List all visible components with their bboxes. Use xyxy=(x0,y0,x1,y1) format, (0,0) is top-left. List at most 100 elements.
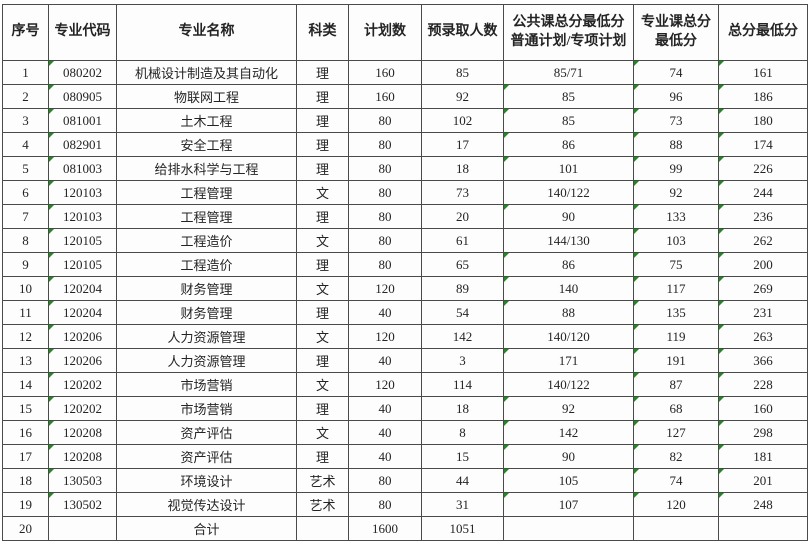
green-corner-marker-icon xyxy=(49,445,54,450)
cell-major-course-min: 88 xyxy=(633,132,719,157)
green-corner-marker-icon xyxy=(634,277,639,282)
cell-major-code: 120105 xyxy=(48,252,117,277)
cell-public-course-min: 171 xyxy=(503,348,634,373)
column-header-public-course-min-line: 普通计划/专项计划 xyxy=(510,33,627,49)
cell-major-name: 视觉传达设计 xyxy=(116,492,297,517)
cell-plan-count: 80 xyxy=(348,468,422,493)
cell-total-min: 262 xyxy=(718,228,808,253)
cell-total-min: 174 xyxy=(718,132,808,157)
cell-major-course-min: 119 xyxy=(633,324,719,349)
cell-index: 20 xyxy=(2,516,49,541)
cell-subject-category: 理 xyxy=(296,132,349,157)
cell-major-code: 080905 xyxy=(48,84,117,109)
cell-total-min: 226 xyxy=(718,156,808,181)
cell-plan-count: 40 xyxy=(348,420,422,445)
cell-major-course-min: 75 xyxy=(633,252,719,277)
cell-total-min: 269 xyxy=(718,276,808,301)
cell-plan-count: 80 xyxy=(348,132,422,157)
column-header-major-code-line: 专业代码 xyxy=(54,24,111,40)
green-corner-marker-icon xyxy=(504,85,509,90)
cell-subject-category: 理 xyxy=(296,300,349,325)
cell-pre-admit-count: 114 xyxy=(421,372,504,397)
cell-major-name: 市场营销 xyxy=(116,372,297,397)
table-row: 7 120103 工程管理理 80 20 90 133 236 xyxy=(2,204,808,229)
cell-major-code: 120206 xyxy=(48,324,117,349)
green-corner-marker-icon xyxy=(504,253,509,258)
cell-pre-admit-count: 15 xyxy=(421,444,504,469)
cell-total-min: 298 xyxy=(718,420,808,445)
cell-subject-category xyxy=(296,516,349,541)
column-header-total-min: 总分最低分 xyxy=(718,4,808,61)
table-row: 16 120208 资产评估文 40 8 142 127 298 xyxy=(2,420,808,445)
cell-subject-category: 理 xyxy=(296,204,349,229)
cell-index: 4 xyxy=(2,132,49,157)
cell-major-code: 120208 xyxy=(48,444,117,469)
cell-major-course-min: 74 xyxy=(633,60,719,85)
table-row: 9 120105 工程造价理 80 65 86 75 200 xyxy=(2,252,808,277)
cell-major-name: 机械设计制造及其自动化 xyxy=(116,60,297,85)
cell-total-min: 181 xyxy=(718,444,808,469)
cell-total-min: 161 xyxy=(718,60,808,85)
cell-index: 2 xyxy=(2,84,49,109)
cell-pre-admit-count: 85 xyxy=(421,60,504,85)
green-corner-marker-icon xyxy=(634,109,639,114)
cell-index: 3 xyxy=(2,108,49,133)
cell-major-code: 081001 xyxy=(48,108,117,133)
cell-major-name: 环境设计 xyxy=(116,468,297,493)
table-row: 5 081003 给排水科学与工程理 80 18 101 99 226 xyxy=(2,156,808,181)
column-header-subject-category: 科类 xyxy=(296,4,349,61)
table-row: 8 120105 工程造价文 80 61 144/130 103 262 xyxy=(2,228,808,253)
cell-major-code: 081003 xyxy=(48,156,117,181)
cell-major-code: 130502 xyxy=(48,492,117,517)
green-corner-marker-icon xyxy=(49,205,54,210)
green-corner-marker-icon xyxy=(634,397,639,402)
cell-major-course-min: 74 xyxy=(633,468,719,493)
cell-subject-category: 文 xyxy=(296,324,349,349)
cell-major-code: 120206 xyxy=(48,348,117,373)
cell-major-course-min xyxy=(633,516,719,541)
cell-public-course-min: 140/122 xyxy=(503,372,634,397)
cell-major-code xyxy=(48,516,117,541)
column-header-plan-count: 计划数 xyxy=(348,4,422,61)
cell-major-name: 工程造价 xyxy=(116,228,297,253)
green-corner-marker-icon xyxy=(49,301,54,306)
cell-public-course-min: 85/71 xyxy=(503,60,634,85)
cell-major-name: 市场营销 xyxy=(116,396,297,421)
cell-total-min: 231 xyxy=(718,300,808,325)
cell-index: 10 xyxy=(2,276,49,301)
cell-total-min: 160 xyxy=(718,396,808,421)
green-corner-marker-icon xyxy=(504,133,509,138)
green-corner-marker-icon xyxy=(49,229,54,234)
cell-public-course-min: 85 xyxy=(503,84,634,109)
column-header-public-course-min-line: 公共课总分最低分 xyxy=(512,14,625,30)
green-corner-marker-icon xyxy=(504,349,509,354)
green-corner-marker-icon xyxy=(49,277,54,282)
table-row: 20 合计 1600 1051 xyxy=(2,516,808,541)
cell-plan-count: 1600 xyxy=(348,516,422,541)
cell-total-min: 366 xyxy=(718,348,808,373)
cell-major-code: 120105 xyxy=(48,228,117,253)
column-header-major-name: 专业名称 xyxy=(116,4,297,61)
table-row: 12 120206 人力资源管理文 120 142 140/120 119 263 xyxy=(2,324,808,349)
cell-plan-count: 80 xyxy=(348,252,422,277)
cell-major-code: 120208 xyxy=(48,420,117,445)
green-corner-marker-icon xyxy=(504,421,509,426)
table-row: 4 082901 安全工程理 80 17 86 88 174 xyxy=(2,132,808,157)
cell-pre-admit-count: 73 xyxy=(421,180,504,205)
cell-major-course-min: 99 xyxy=(633,156,719,181)
column-header-major-course-min-line: 专业课总分 xyxy=(641,14,711,30)
green-corner-marker-icon xyxy=(719,445,724,450)
admission-score-table: 序号 专业代码 专业名称 科类 计划数 预录取人数 公共课总分最低分 普通计划/专项计划 专业课… xyxy=(2,4,808,541)
cell-plan-count: 40 xyxy=(348,444,422,469)
cell-index: 11 xyxy=(2,300,49,325)
cell-major-course-min: 73 xyxy=(633,108,719,133)
green-corner-marker-icon xyxy=(719,229,724,234)
column-header-pre-admit-count-line: 预录取人数 xyxy=(427,24,498,40)
cell-subject-category: 理 xyxy=(296,108,349,133)
green-corner-marker-icon xyxy=(719,157,724,162)
cell-index: 8 xyxy=(2,228,49,253)
cell-major-course-min: 103 xyxy=(633,228,719,253)
cell-pre-admit-count: 18 xyxy=(421,156,504,181)
cell-public-course-min: 105 xyxy=(503,468,634,493)
cell-pre-admit-count: 44 xyxy=(421,468,504,493)
